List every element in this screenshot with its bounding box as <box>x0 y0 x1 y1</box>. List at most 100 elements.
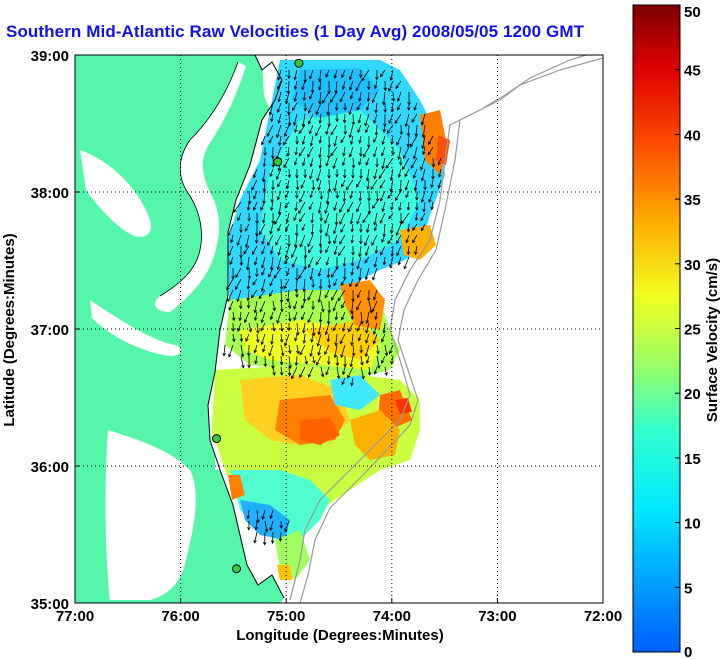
velocity-vector-head <box>371 242 375 246</box>
velocity-vector <box>413 168 418 179</box>
velocity-vector <box>296 179 299 190</box>
y-tick-label: 38:00 <box>31 185 69 202</box>
velocity-vector-head <box>269 515 273 520</box>
velocity-vector-head <box>268 352 272 357</box>
velocity-vector-head <box>301 316 305 321</box>
velocity-vector <box>277 69 282 81</box>
velocity-vector <box>373 135 378 143</box>
chart-title: Southern Mid-Atlantic Raw Velocities (1 … <box>6 22 585 41</box>
velocity-vector-head <box>396 106 401 111</box>
velocity-vector-head <box>379 198 384 202</box>
velocity-vector <box>363 146 370 158</box>
velocity-vector-head <box>374 109 378 114</box>
bathymetry-contour <box>289 57 603 601</box>
velocity-vector <box>386 124 394 134</box>
velocity-vector <box>438 179 442 189</box>
velocity-vector <box>371 300 378 312</box>
velocity-vector-head <box>349 220 354 225</box>
velocity-vector-head <box>437 174 442 178</box>
velocity-vector <box>272 300 276 311</box>
velocity-vector-head <box>375 198 380 203</box>
velocity-vector <box>254 300 258 313</box>
velocity-vector <box>296 344 299 354</box>
velocity-vector <box>303 333 306 344</box>
velocity-vector <box>341 179 346 187</box>
velocity-vector-head <box>277 183 281 188</box>
velocity-vector-head <box>294 151 298 156</box>
velocity-vector-head <box>269 527 273 532</box>
x-tick-label: 72:00 <box>584 608 622 625</box>
velocity-vector <box>320 300 324 312</box>
bay-water <box>80 150 152 238</box>
velocity-vector <box>280 322 283 332</box>
velocity-vector <box>356 102 362 111</box>
y-tick-label: 36:00 <box>31 459 69 476</box>
velocity-vector <box>352 157 355 168</box>
velocity-vector <box>273 267 282 279</box>
velocity-vector <box>326 256 330 266</box>
velocity-vector <box>255 355 258 364</box>
velocity-vector <box>261 256 266 269</box>
velocity-vector <box>237 322 242 332</box>
velocity-vector-head <box>387 195 391 200</box>
velocity-vector-head <box>391 98 396 102</box>
velocity-vector-head <box>412 239 416 244</box>
velocity-vector <box>295 355 298 366</box>
velocity-vector-head <box>428 141 432 146</box>
velocity-vector-head <box>307 264 312 269</box>
velocity-vector-head <box>405 239 409 244</box>
velocity-vector <box>371 234 378 246</box>
velocity-vector <box>295 278 298 292</box>
velocity-vector <box>237 234 242 246</box>
y-axis-ticks: 35:00 36:00 37:00 38:00 39:00 <box>31 48 69 613</box>
velocity-vector <box>276 311 282 324</box>
velocity-vector-head <box>285 228 289 232</box>
velocity-vector-head <box>307 249 312 254</box>
velocity-vector-head <box>381 239 385 243</box>
velocity-vector-head <box>379 185 383 189</box>
velocity-vector-head <box>285 185 290 190</box>
velocity-vector-head <box>288 365 292 369</box>
velocity-vector <box>391 102 394 112</box>
velocity-vector-head <box>262 163 267 168</box>
velocity-vector-head <box>319 217 323 222</box>
velocity-vector <box>352 344 355 356</box>
velocity-vector-head <box>364 122 368 127</box>
velocity-vector-head <box>386 130 391 135</box>
velocity-vector-head <box>253 261 258 266</box>
velocity-vector <box>325 157 330 166</box>
velocity-vector-head <box>283 133 288 137</box>
velocity-vector-head <box>335 195 340 199</box>
velocity-vector-head <box>333 251 338 256</box>
velocity-vector <box>268 267 274 278</box>
velocity-vector-head <box>375 163 379 168</box>
velocity-vector-head <box>437 185 441 189</box>
velocity-vector <box>278 201 282 215</box>
velocity-vector <box>301 80 306 90</box>
velocity-vector <box>294 80 298 90</box>
velocity-vector-head <box>318 120 322 124</box>
velocity-vector-head <box>420 227 425 232</box>
velocity-vector <box>288 168 290 178</box>
velocity-vector <box>280 300 283 312</box>
velocity-vector <box>333 201 338 211</box>
velocity-vector-head <box>365 252 369 257</box>
velocity-vector-head <box>269 173 273 178</box>
velocity-vector-head <box>246 352 251 357</box>
velocity-vector <box>255 520 258 530</box>
velocity-vector-head <box>309 175 313 180</box>
x-axis-ticks: 77:00 76:00 75:00 74:00 73:00 72:00 <box>56 608 622 625</box>
velocity-vector-head <box>402 155 407 160</box>
velocity-vector-head <box>367 210 372 215</box>
velocity-vector <box>389 344 394 354</box>
velocity-vector <box>319 234 322 247</box>
velocity-vector <box>347 201 354 213</box>
velocity-vector-head <box>269 316 274 321</box>
velocity-vector <box>359 91 362 102</box>
velocity-vector <box>256 333 259 343</box>
velocity-vector <box>293 212 298 221</box>
velocity-vector-head <box>325 249 329 254</box>
velocity-vector <box>272 322 275 331</box>
velocity-vector-head <box>325 200 330 205</box>
velocity-vector-head <box>243 250 247 255</box>
